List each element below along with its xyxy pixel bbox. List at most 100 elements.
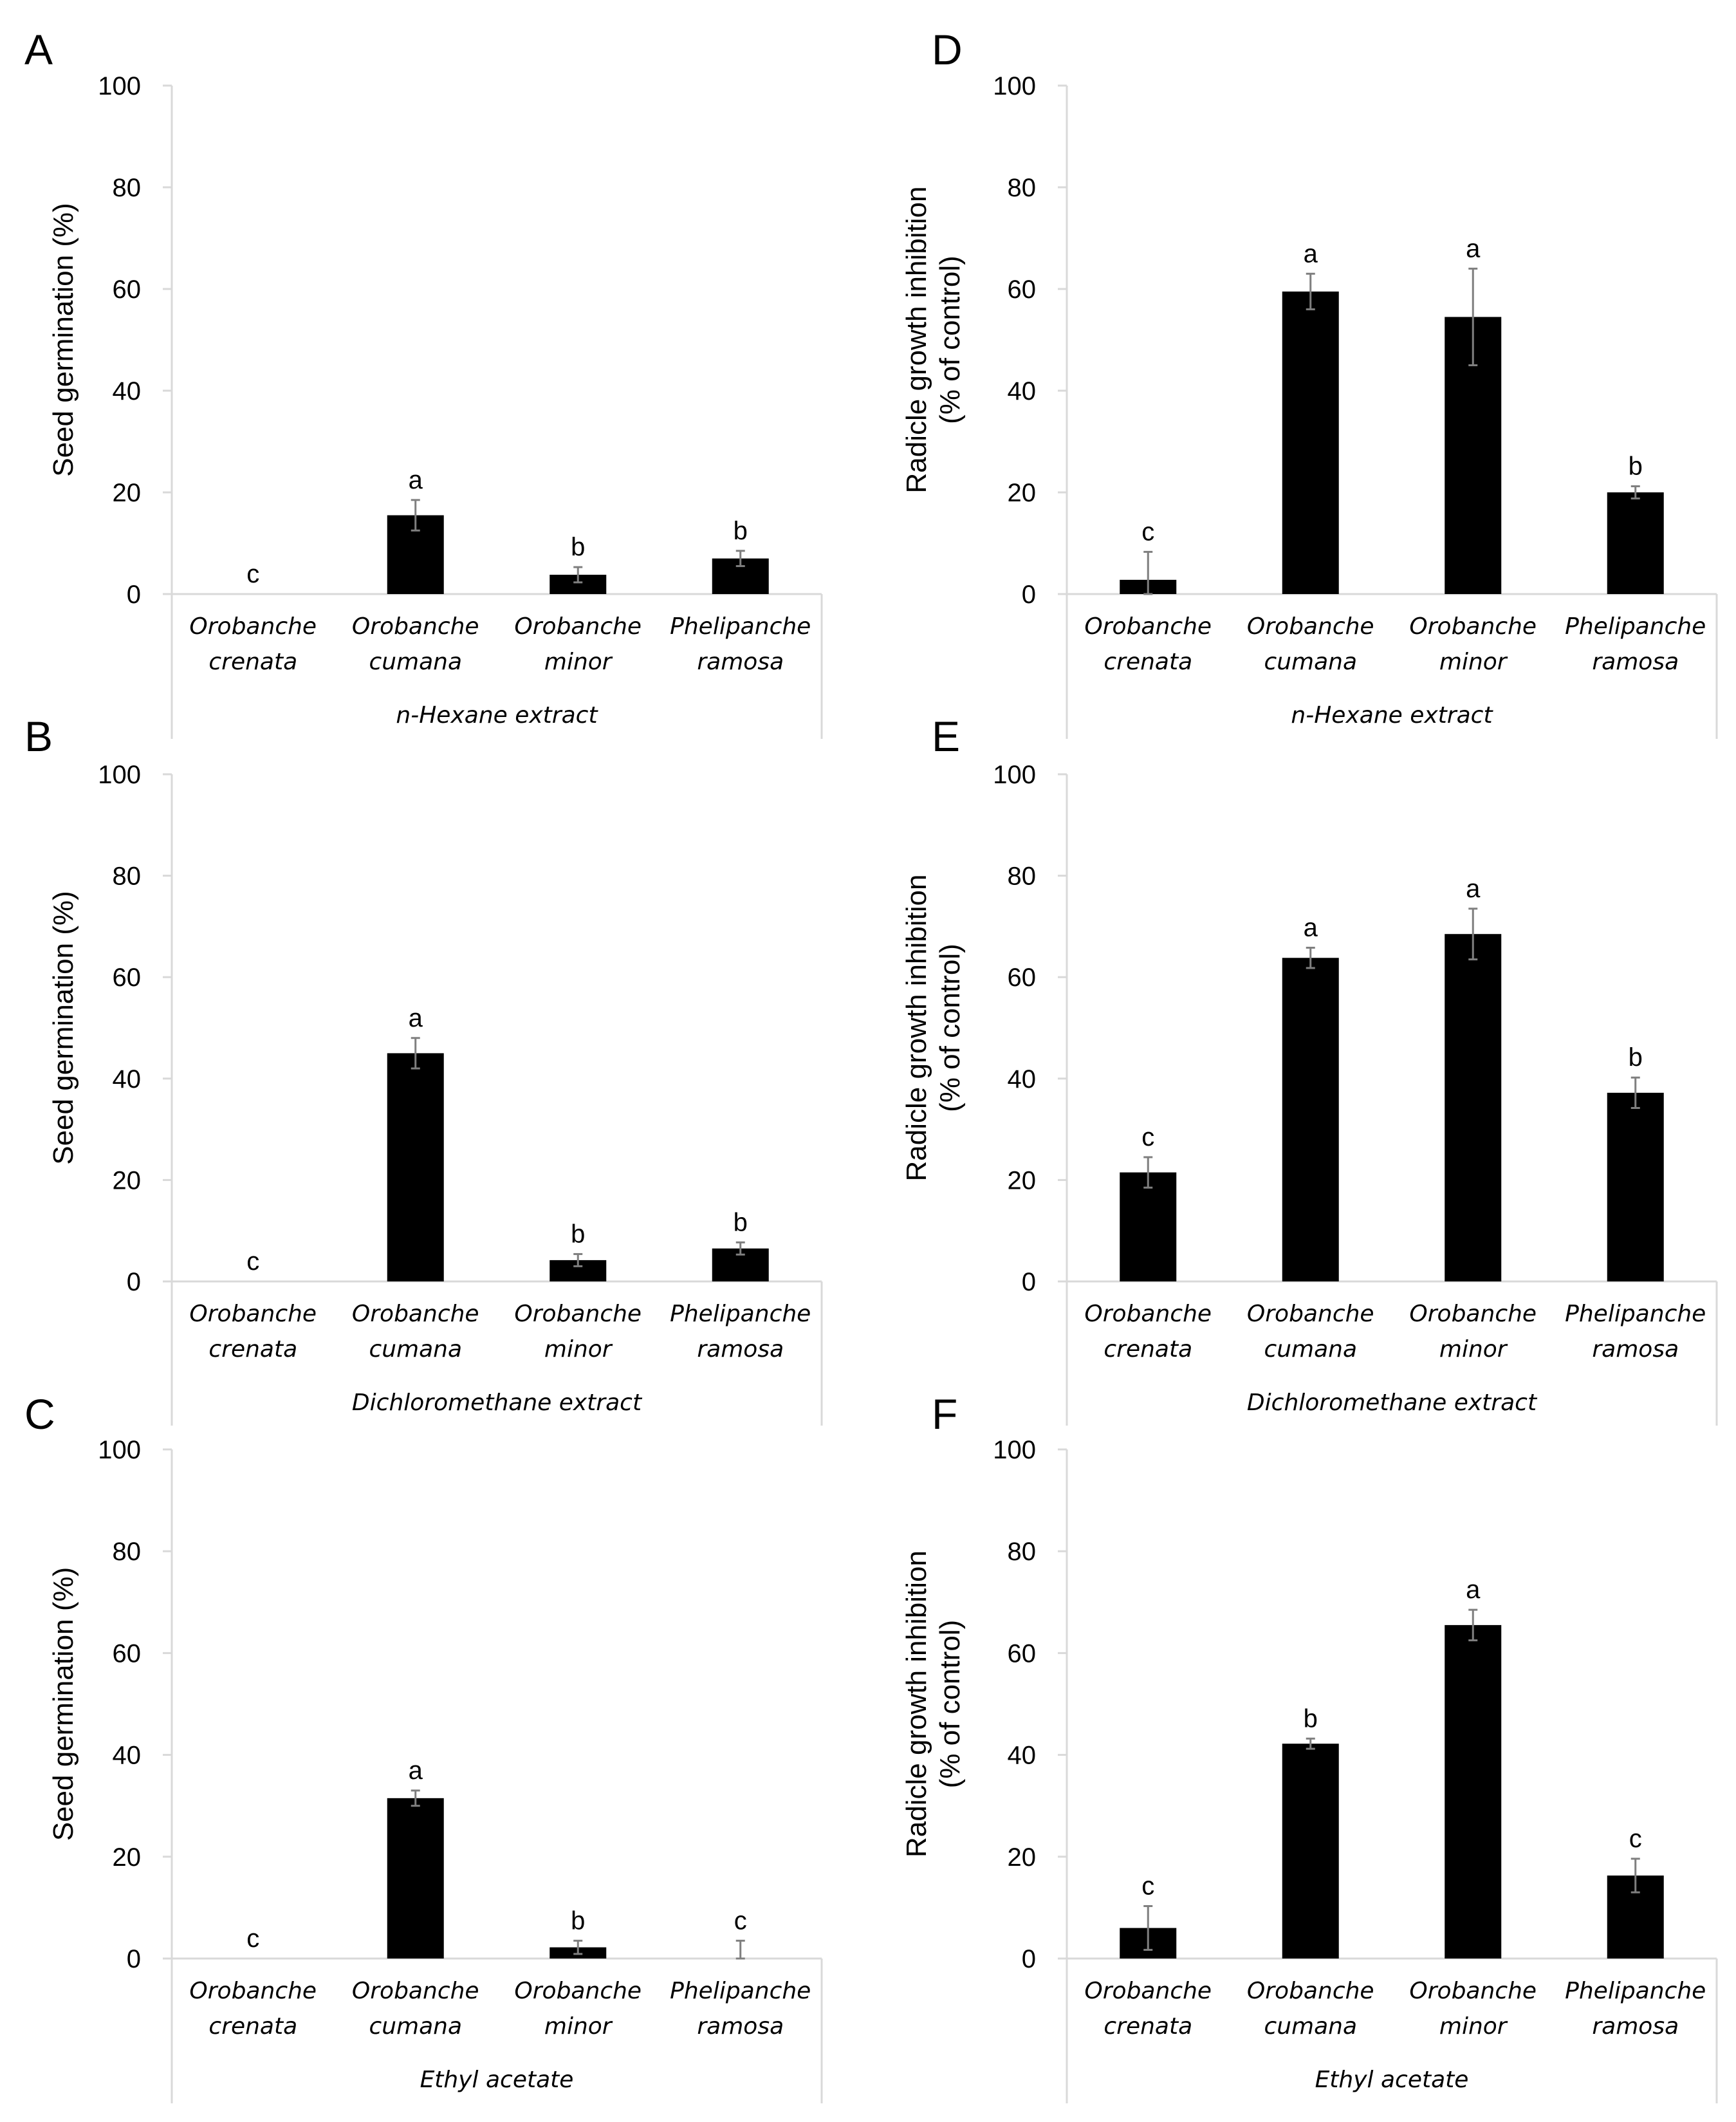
panel-e: E 0 20 40 60 80 100 Radicle growth inhibition (%… [901,712,1718,1426]
y-tick-label: 60 [113,275,142,304]
category-label: Orobanche [1409,1301,1537,1327]
y-axis-label: Seed germination (%) [48,203,79,477]
significance-letter: a [1466,875,1481,903]
panel-a: A 0 20 40 60 80 100 Seed germination (%) c Oroban… [24,26,823,739]
panel-letter: B [24,712,53,760]
category-label: ramosa [697,2013,784,2040]
y-tick-label: 80 [113,862,142,891]
category-label: crenata [208,2013,297,2040]
category-label: Phelipanche [1565,1978,1706,2004]
category-label: ramosa [1592,1336,1679,1363]
y-tick-label: 20 [113,479,142,507]
significance-letter: a [1466,1576,1481,1604]
significance-letter: a [409,1756,423,1785]
y-tick-label: 0 [127,1268,141,1296]
bar [1607,492,1664,594]
y-tick-label: 40 [113,377,142,405]
category-label: Phelipanche [670,1978,811,2004]
category-label: cumana [1264,2013,1357,2040]
significance-letter: a [1304,239,1318,268]
y-axis-label: Radicle growth inhibition [901,187,932,494]
y-tick-label: 20 [113,1166,142,1195]
y-tick-label: 100 [98,72,141,100]
significance-letter: c [1141,517,1154,546]
category-label: Orobanche [1084,1978,1212,2004]
bar [1120,1172,1177,1281]
category-label: ramosa [697,1336,784,1363]
category-label: Orobanche [189,1301,317,1327]
category-label: crenata [208,1336,297,1363]
category-label: Phelipanche [670,1301,811,1327]
category-label: minor [544,649,613,675]
y-tick-label: 0 [127,581,141,609]
y-tick-label: 60 [1008,1639,1037,1668]
y-tick-label: 60 [113,1639,142,1668]
category-label: Orobanche [352,1978,479,2004]
y-tick-label: 20 [1008,479,1037,507]
significance-letter: b [571,533,585,561]
category-label: crenata [1103,649,1192,675]
y-tick-label: 80 [113,1538,142,1566]
significance-letter: a [1304,913,1318,942]
y-tick-label: 100 [98,761,141,789]
x-axis-label: Dichloromethane extract [352,1390,643,1416]
y-tick-label: 60 [113,963,142,992]
y-tick-label: 60 [1008,275,1037,304]
panel-letter: A [24,26,53,73]
category-label: minor [1439,1336,1508,1363]
category-label: Phelipanche [670,613,811,640]
category-label: cumana [1264,1336,1357,1363]
y-tick-label: 20 [113,1843,142,1872]
category-label: minor [1439,2013,1508,2040]
y-axis-label: (% of control) [934,256,966,424]
category-label: Orobanche [1084,613,1212,640]
y-axis-label: (% of control) [934,944,966,1112]
y-tick-label: 40 [113,1065,142,1094]
significance-letter: a [409,1004,423,1032]
category-label: Orobanche [1247,613,1374,640]
category-label: Phelipanche [1565,1301,1706,1327]
y-tick-label: 0 [127,1945,141,1973]
significance-letter: c [1141,1872,1154,1901]
y-tick-label: 80 [1008,174,1037,202]
y-axis-label: Radicle growth inhibition [901,1550,932,1857]
y-tick-label: 0 [1022,1268,1036,1296]
y-tick-label: 0 [1022,1945,1036,1973]
y-tick-label: 20 [1008,1166,1037,1195]
y-tick-label: 40 [1008,1065,1037,1094]
category-label: cumana [369,649,462,675]
category-label: Orobanche [1247,1301,1374,1327]
significance-letter: b [571,1906,585,1935]
significance-letter: c [246,1924,259,1953]
bar [1282,1744,1339,1959]
x-axis-label: n-Hexane extract [1291,702,1493,729]
bar [1282,958,1339,1281]
category-label: ramosa [1592,2013,1679,2040]
y-tick-label: 100 [993,72,1036,100]
x-axis-label: Dichloromethane extract [1247,1390,1538,1416]
category-label: Orobanche [352,613,479,640]
significance-letter: c [246,1247,259,1276]
y-axis-label: Radicle growth inhibition [901,875,932,1182]
y-tick-label: 80 [113,174,142,202]
y-axis-label: Seed germination (%) [48,891,79,1165]
category-label: ramosa [697,649,784,675]
significance-letter: b [1629,452,1643,481]
y-axis-label: (% of control) [934,1620,966,1789]
category-label: cumana [369,2013,462,2040]
panel-letter: D [932,26,963,73]
significance-letter: c [1141,1123,1154,1151]
bar [1445,1624,1502,1959]
y-tick-label: 0 [1022,581,1036,609]
x-axis-label: n-Hexane extract [396,702,598,729]
category-label: minor [544,1336,613,1363]
category-label: cumana [369,1336,462,1363]
panel-c: C 0 20 40 60 80 100 Seed germination (%) c Oroban… [24,1390,823,2103]
category-label: minor [544,2013,613,2040]
category-label: crenata [208,649,297,675]
category-label: Orobanche [1409,613,1537,640]
category-label: Orobanche [514,1978,642,2004]
y-tick-label: 80 [1008,862,1037,891]
